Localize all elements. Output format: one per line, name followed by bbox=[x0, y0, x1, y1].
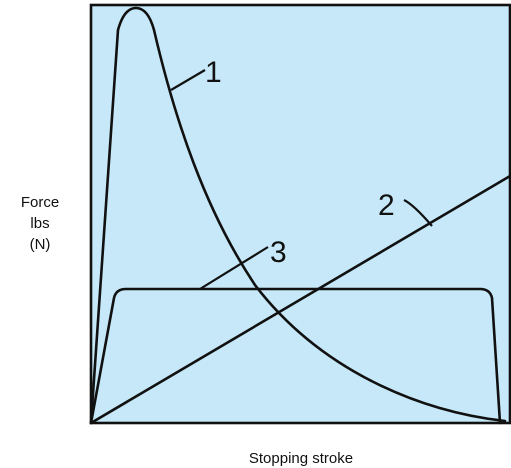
y-label: lbs bbox=[30, 215, 49, 232]
leader-2 bbox=[403, 199, 433, 227]
curve-3 bbox=[89, 287, 502, 425]
curve-label: 1 bbox=[205, 56, 222, 89]
curve-label: 2 bbox=[378, 189, 395, 222]
leader-1 bbox=[170, 69, 206, 91]
curve-2 bbox=[89, 174, 511, 425]
x-label: Stopping stroke bbox=[249, 450, 353, 467]
y-label: Force bbox=[21, 194, 59, 211]
curve-label: 3 bbox=[270, 236, 287, 269]
y-label: (N) bbox=[30, 236, 51, 253]
plot-area bbox=[89, 3, 511, 425]
curve-1 bbox=[89, 6, 507, 425]
leader-3 bbox=[199, 246, 269, 290]
